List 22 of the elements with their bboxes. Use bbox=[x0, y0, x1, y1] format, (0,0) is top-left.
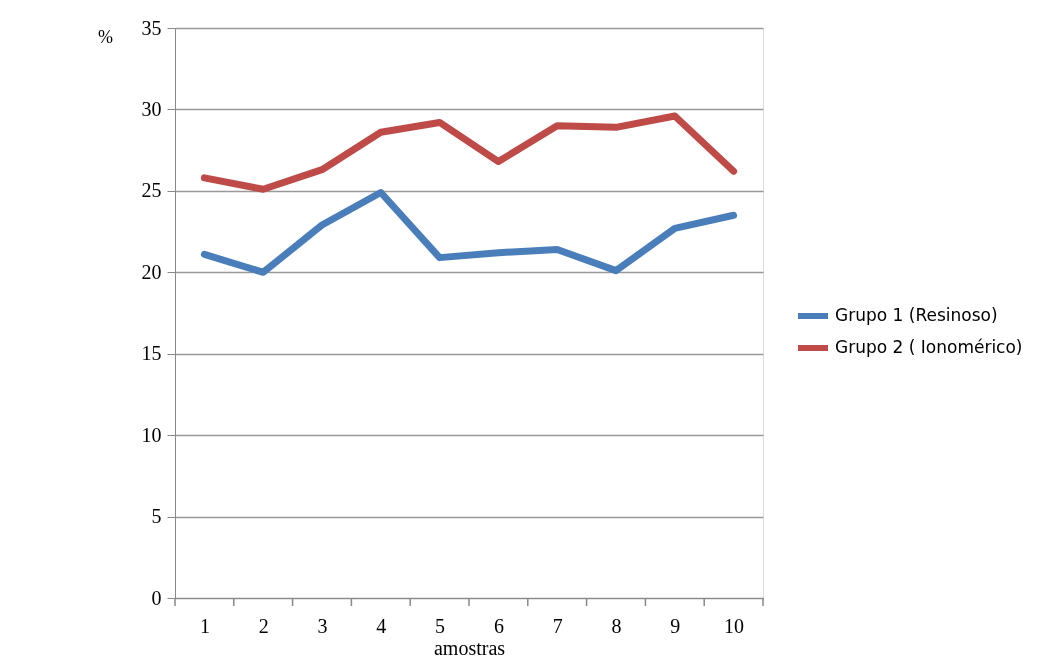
x-tick-label: 2 bbox=[258, 614, 269, 637]
y-tick-label: 30 bbox=[141, 97, 162, 120]
y-tick-label: 35 bbox=[141, 16, 162, 39]
y-tick-label: 5 bbox=[151, 505, 162, 528]
y-tick-label: 20 bbox=[141, 260, 162, 283]
legend-label: Grupo 1 (Resinoso) bbox=[835, 305, 998, 325]
y-tick-label: 25 bbox=[141, 179, 162, 202]
x-tick-label: 7 bbox=[552, 614, 563, 637]
y-tick-label: 10 bbox=[141, 423, 162, 446]
x-tick-label: 9 bbox=[670, 614, 681, 637]
x-tick-label: 5 bbox=[435, 614, 446, 637]
x-tick-label: 1 bbox=[199, 614, 210, 637]
x-tick-label: 6 bbox=[493, 614, 504, 637]
x-tick-label: 3 bbox=[317, 614, 328, 637]
x-tick-label: 8 bbox=[611, 614, 622, 637]
y-axis-title: % bbox=[98, 27, 113, 47]
x-tick-label: 10 bbox=[724, 614, 745, 637]
y-tick-label: 15 bbox=[141, 342, 162, 365]
legend-label: Grupo 2 ( Ionomérico) bbox=[835, 337, 1023, 357]
x-axis-title: amostras bbox=[433, 636, 506, 659]
y-tick-label: 0 bbox=[151, 586, 162, 609]
x-tick-label: 4 bbox=[376, 614, 387, 637]
